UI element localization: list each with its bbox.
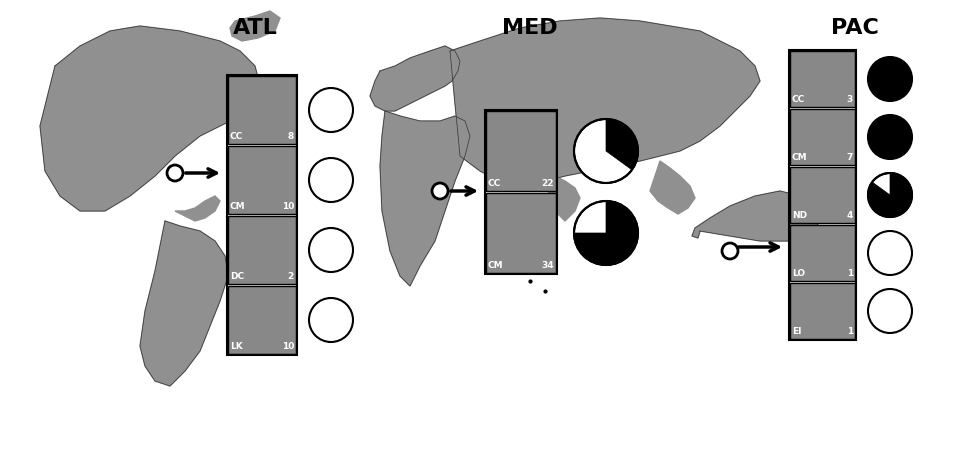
Polygon shape xyxy=(175,196,220,221)
Text: 10: 10 xyxy=(281,342,294,351)
Circle shape xyxy=(309,88,353,132)
Polygon shape xyxy=(548,176,580,221)
Polygon shape xyxy=(692,191,820,241)
Circle shape xyxy=(574,201,638,265)
Text: EI: EI xyxy=(792,327,802,336)
Polygon shape xyxy=(370,46,460,111)
Text: MED: MED xyxy=(502,18,558,38)
Text: 34: 34 xyxy=(541,261,554,270)
Circle shape xyxy=(309,298,353,342)
Text: 1: 1 xyxy=(847,269,853,278)
Text: 22: 22 xyxy=(541,179,554,188)
Bar xyxy=(485,110,557,274)
Bar xyxy=(227,75,297,355)
Text: 8: 8 xyxy=(288,132,294,141)
Circle shape xyxy=(574,119,638,183)
Wedge shape xyxy=(606,119,638,170)
Text: 4: 4 xyxy=(847,211,853,220)
Polygon shape xyxy=(140,221,228,386)
Wedge shape xyxy=(574,201,638,265)
Circle shape xyxy=(868,289,912,333)
Polygon shape xyxy=(230,11,280,41)
FancyBboxPatch shape xyxy=(486,111,556,191)
Wedge shape xyxy=(868,173,912,217)
Text: 1: 1 xyxy=(847,327,853,336)
Text: 3: 3 xyxy=(847,95,853,104)
FancyBboxPatch shape xyxy=(790,109,855,165)
FancyBboxPatch shape xyxy=(228,76,296,144)
FancyBboxPatch shape xyxy=(228,286,296,354)
FancyBboxPatch shape xyxy=(228,216,296,284)
Circle shape xyxy=(868,57,912,101)
Text: LO: LO xyxy=(792,269,805,278)
Circle shape xyxy=(309,158,353,202)
Text: DC: DC xyxy=(230,272,244,281)
Text: ND: ND xyxy=(792,211,807,220)
Polygon shape xyxy=(650,161,695,214)
Text: PAC: PAC xyxy=(831,18,879,38)
Text: 7: 7 xyxy=(847,153,853,162)
Text: LK: LK xyxy=(230,342,243,351)
Text: CM: CM xyxy=(230,202,246,211)
Circle shape xyxy=(868,231,912,275)
Text: CC: CC xyxy=(488,179,501,188)
Circle shape xyxy=(309,228,353,272)
FancyBboxPatch shape xyxy=(790,167,855,223)
Polygon shape xyxy=(380,111,470,286)
FancyBboxPatch shape xyxy=(790,283,855,339)
Circle shape xyxy=(868,173,912,217)
FancyBboxPatch shape xyxy=(486,193,556,273)
Circle shape xyxy=(722,243,738,259)
Polygon shape xyxy=(40,26,260,211)
Circle shape xyxy=(868,115,912,159)
Polygon shape xyxy=(450,18,760,186)
Text: 10: 10 xyxy=(281,202,294,211)
Text: CC: CC xyxy=(230,132,243,141)
FancyBboxPatch shape xyxy=(790,225,855,281)
Text: CC: CC xyxy=(792,95,805,104)
FancyBboxPatch shape xyxy=(790,51,855,107)
Text: CM: CM xyxy=(488,261,504,270)
Circle shape xyxy=(167,165,183,181)
Text: CM: CM xyxy=(792,153,807,162)
Text: ATL: ATL xyxy=(232,18,277,38)
FancyBboxPatch shape xyxy=(228,146,296,214)
Bar xyxy=(789,50,856,340)
Circle shape xyxy=(432,183,448,199)
Text: 2: 2 xyxy=(288,272,294,281)
